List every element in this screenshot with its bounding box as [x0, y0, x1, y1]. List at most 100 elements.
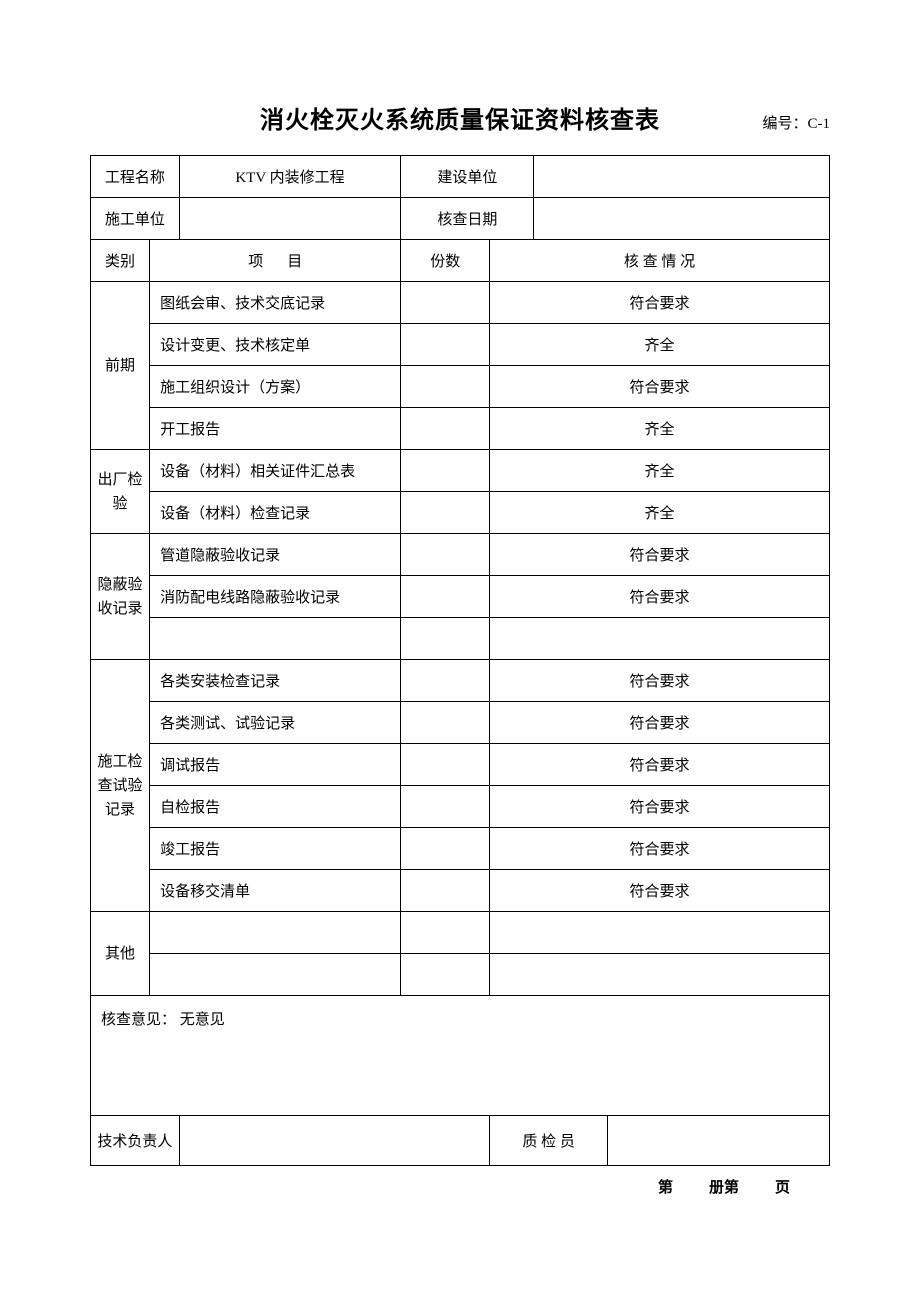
- item-cell: [150, 954, 401, 996]
- copies-cell: [401, 702, 490, 744]
- item-cell: 自检报告: [150, 786, 401, 828]
- status-cell: 齐全: [490, 492, 830, 534]
- header-row-2: 施工单位 核查日期: [91, 198, 830, 240]
- copies-cell: [401, 534, 490, 576]
- table-row: 施工检查试验记录 各类安装检查记录 符合要求: [91, 660, 830, 702]
- status-cell: 符合要求: [490, 786, 830, 828]
- item-cell: 调试报告: [150, 744, 401, 786]
- opinion-label: 核查意见：: [101, 1012, 176, 1028]
- status-cell: 符合要求: [490, 576, 830, 618]
- item-cell: 各类测试、试验记录: [150, 702, 401, 744]
- table-row: 开工报告 齐全: [91, 408, 830, 450]
- item-cell: 设计变更、技术核定单: [150, 324, 401, 366]
- table-row: 各类测试、试验记录 符合要求: [91, 702, 830, 744]
- table-row: 设备移交清单 符合要求: [91, 870, 830, 912]
- doc-number: 编号：C-1: [762, 112, 830, 133]
- signoff-row: 技术负责人 质 检 员: [91, 1116, 830, 1166]
- status-cell: [490, 954, 830, 996]
- section-label-early: 前期: [91, 282, 150, 450]
- contractor-value: [179, 198, 401, 240]
- tech-lead-label: 技术负责人: [91, 1116, 180, 1166]
- table-row: 消防配电线路隐蔽验收记录 符合要求: [91, 576, 830, 618]
- status-cell: 符合要求: [490, 744, 830, 786]
- opinion-value: 无意见: [180, 1012, 225, 1028]
- status-cell: 符合要求: [490, 366, 830, 408]
- footer-part2: 册第: [709, 1179, 739, 1196]
- copies-cell: [401, 954, 490, 996]
- item-cell: [150, 618, 401, 660]
- page-title: 消火栓灭火系统质量保证资料核查表: [260, 100, 660, 135]
- item-cell: 管道隐蔽验收记录: [150, 534, 401, 576]
- copies-cell: [401, 492, 490, 534]
- item-cell: 设备（材料）检查记录: [150, 492, 401, 534]
- inspector-label: 质 检 员: [490, 1116, 608, 1166]
- table-row: 其他: [91, 912, 830, 954]
- copies-cell: [401, 450, 490, 492]
- copies-cell: [401, 408, 490, 450]
- item-cell: 竣工报告: [150, 828, 401, 870]
- copies-cell: [401, 660, 490, 702]
- copies-cell: [401, 912, 490, 954]
- opinion-cell: 核查意见： 无意见: [91, 996, 830, 1116]
- item-cell: [150, 912, 401, 954]
- item-cell: 施工组织设计（方案）: [150, 366, 401, 408]
- inspector-value: [608, 1116, 830, 1166]
- copies-cell: [401, 366, 490, 408]
- table-row: 前期 图纸会审、技术交底记录 符合要求: [91, 282, 830, 324]
- section-label-factory: 出厂检验: [91, 450, 150, 534]
- status-cell: [490, 618, 830, 660]
- col-status: 核 查 情 况: [490, 240, 830, 282]
- title-row: 消火栓灭火系统质量保证资料核查表 编号：C-1: [90, 100, 830, 135]
- check-date-label: 核查日期: [401, 198, 534, 240]
- copies-cell: [401, 828, 490, 870]
- construction-unit-value: [534, 156, 830, 198]
- status-cell: 符合要求: [490, 828, 830, 870]
- copies-cell: [401, 576, 490, 618]
- table-row: 自检报告 符合要求: [91, 786, 830, 828]
- table-row: 竣工报告 符合要求: [91, 828, 830, 870]
- table-row: 隐蔽验收记录 管道隐蔽验收记录 符合要求: [91, 534, 830, 576]
- item-cell: 设备（材料）相关证件汇总表: [150, 450, 401, 492]
- table-row: [91, 618, 830, 660]
- item-cell: 各类安装检查记录: [150, 660, 401, 702]
- table-row: 设备（材料）检查记录 齐全: [91, 492, 830, 534]
- status-cell: 符合要求: [490, 282, 830, 324]
- column-header-row: 类别 项目 份数 核 查 情 况: [91, 240, 830, 282]
- col-copies: 份数: [401, 240, 490, 282]
- copies-cell: [401, 282, 490, 324]
- item-cell: 消防配电线路隐蔽验收记录: [150, 576, 401, 618]
- item-cell: 开工报告: [150, 408, 401, 450]
- copies-cell: [401, 786, 490, 828]
- item-cell: 设备移交清单: [150, 870, 401, 912]
- status-cell: [490, 912, 830, 954]
- section-label-construction: 施工检查试验记录: [91, 660, 150, 912]
- opinion-row: 核查意见： 无意见: [91, 996, 830, 1116]
- section-label-other: 其他: [91, 912, 150, 996]
- status-cell: 符合要求: [490, 660, 830, 702]
- project-name-value: KTV 内装修工程: [179, 156, 401, 198]
- header-row-1: 工程名称 KTV 内装修工程 建设单位: [91, 156, 830, 198]
- status-cell: 符合要求: [490, 870, 830, 912]
- table-row: [91, 954, 830, 996]
- copies-cell: [401, 744, 490, 786]
- item-cell: 图纸会审、技术交底记录: [150, 282, 401, 324]
- construction-unit-label: 建设单位: [401, 156, 534, 198]
- footer-part3: 页: [775, 1179, 790, 1196]
- section-label-hidden: 隐蔽验收记录: [91, 534, 150, 660]
- footer-pagination: 第 册第 页: [90, 1176, 830, 1197]
- status-cell: 齐全: [490, 324, 830, 366]
- copies-cell: [401, 618, 490, 660]
- project-name-label: 工程名称: [91, 156, 180, 198]
- col-category: 类别: [91, 240, 150, 282]
- copies-cell: [401, 870, 490, 912]
- contractor-label: 施工单位: [91, 198, 180, 240]
- status-cell: 齐全: [490, 408, 830, 450]
- status-cell: 符合要求: [490, 702, 830, 744]
- checklist-table: 工程名称 KTV 内装修工程 建设单位 施工单位 核查日期 类别 项目 份数 核…: [90, 155, 830, 1166]
- footer-part1: 第: [658, 1179, 673, 1196]
- doc-number-label: 编号：: [762, 116, 807, 132]
- table-row: 施工组织设计（方案） 符合要求: [91, 366, 830, 408]
- table-row: 调试报告 符合要求: [91, 744, 830, 786]
- copies-cell: [401, 324, 490, 366]
- table-row: 出厂检验 设备（材料）相关证件汇总表 齐全: [91, 450, 830, 492]
